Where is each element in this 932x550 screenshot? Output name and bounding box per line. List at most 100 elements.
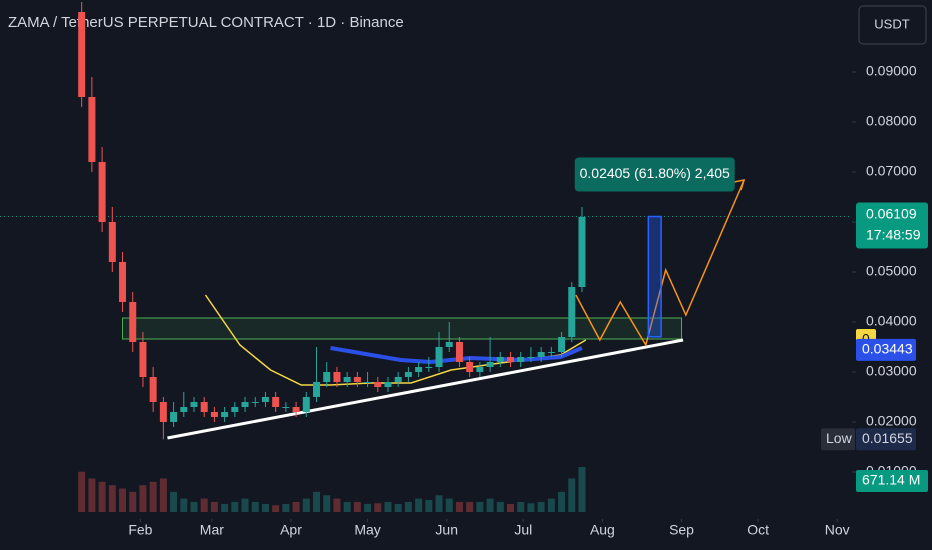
volume-bar <box>210 501 218 512</box>
candle-body <box>486 362 494 367</box>
candle-body <box>343 377 351 382</box>
y-tick-label: 0.04000 <box>866 313 917 329</box>
volume-bar <box>496 501 504 512</box>
x-tick-label: May <box>354 522 380 538</box>
y-tick-label: 0.08000 <box>866 113 917 129</box>
candle-body <box>170 412 178 422</box>
candle-body <box>241 402 249 407</box>
candle-body <box>261 397 269 402</box>
x-tick-label: Oct <box>747 522 769 538</box>
candle-body <box>496 357 504 362</box>
volume-bar <box>364 503 372 512</box>
volume-bar <box>241 498 249 512</box>
projection-arrow <box>733 179 746 191</box>
volume-bar <box>129 491 137 512</box>
candle-body <box>547 352 555 353</box>
volume-bar <box>537 501 545 512</box>
candle-body <box>282 407 290 408</box>
ma-label: 0.03443 <box>862 341 913 357</box>
zone-box <box>122 317 683 340</box>
volume-bar <box>251 501 259 512</box>
candle-body <box>313 382 321 397</box>
volume-bar <box>190 501 198 512</box>
candle-body <box>190 402 198 407</box>
candle-body <box>221 412 229 417</box>
volume-bar <box>517 501 525 512</box>
chart-title: ZAMA / TetherUS PERPETUAL CONTRACT · 1D … <box>8 14 404 31</box>
candle-body <box>88 97 96 162</box>
volume-bar <box>404 501 412 512</box>
x-tick-label: Feb <box>128 522 152 538</box>
volume-bar <box>394 503 402 512</box>
trendline <box>167 338 684 440</box>
volume-bar <box>292 501 300 512</box>
measure-label-box <box>574 157 735 192</box>
measure-label: 0.02405 (61.80%) 2,405 <box>580 165 730 181</box>
candle-body <box>292 407 300 412</box>
volume-bar <box>88 478 96 512</box>
x-tick-label: Aug <box>590 522 615 538</box>
candle-body <box>210 412 218 417</box>
candle-body <box>568 287 576 337</box>
volume-bar <box>231 501 239 512</box>
volume-bar <box>343 501 351 512</box>
candle-body <box>108 222 116 262</box>
candle-body <box>476 367 484 372</box>
x-tick-label: Mar <box>200 522 224 538</box>
volume-bar <box>272 505 280 512</box>
candle-body <box>404 372 412 377</box>
projection-path <box>575 179 745 347</box>
volume-label-box <box>856 470 928 492</box>
y-tick-label: 0.09000 <box>866 63 917 79</box>
low-value-box <box>856 428 916 451</box>
last-price-label: 0.06109 <box>866 205 917 221</box>
volume-bar <box>323 495 331 512</box>
y-tick-label: 0.03000 <box>866 363 917 379</box>
y-tick-label: 0.07000 <box>866 163 917 179</box>
candle-body <box>323 372 331 382</box>
candle-body <box>78 12 86 97</box>
candle-body <box>200 402 208 412</box>
candle-body <box>425 367 433 368</box>
last-price-box <box>856 202 928 249</box>
currency-label[interactable]: USDT <box>874 16 909 31</box>
candle-body <box>98 162 106 222</box>
candle-body <box>394 377 402 382</box>
candle-body <box>180 407 188 412</box>
candle-body <box>578 217 586 287</box>
volume-bar <box>455 501 463 512</box>
volume-bar <box>507 503 515 512</box>
low-tag: Low <box>826 430 853 446</box>
low-tag-box <box>821 428 855 451</box>
volume-bar <box>353 501 361 512</box>
volume-bar <box>159 478 167 512</box>
currency-button[interactable] <box>858 5 927 45</box>
x-tick-label: Sep <box>669 522 694 538</box>
volume-bar <box>98 481 106 512</box>
candle-body <box>272 397 280 407</box>
volume-bar <box>415 498 423 512</box>
x-tick-label: Nov <box>825 522 850 538</box>
volume-bar <box>261 503 269 512</box>
candle-body <box>517 357 525 362</box>
volume-bar <box>108 485 116 512</box>
volume-bar <box>466 501 474 512</box>
x-tick-label: Jul <box>514 522 532 538</box>
volume-bar <box>200 498 208 512</box>
volume-bar <box>425 499 433 512</box>
x-tick-label: Apr <box>280 522 302 538</box>
candle-body <box>558 337 566 352</box>
ma-label: 0 <box>862 331 870 347</box>
volume-bar <box>476 501 484 512</box>
ma-label-box <box>856 338 916 361</box>
candle-body <box>455 342 463 362</box>
candle-body <box>435 347 443 367</box>
candle-body <box>302 397 310 412</box>
candle-body <box>139 342 147 377</box>
x-tick-label: Jun <box>435 522 458 538</box>
candle-body <box>374 382 382 387</box>
candle-body <box>466 362 474 372</box>
volume-bar <box>170 491 178 512</box>
